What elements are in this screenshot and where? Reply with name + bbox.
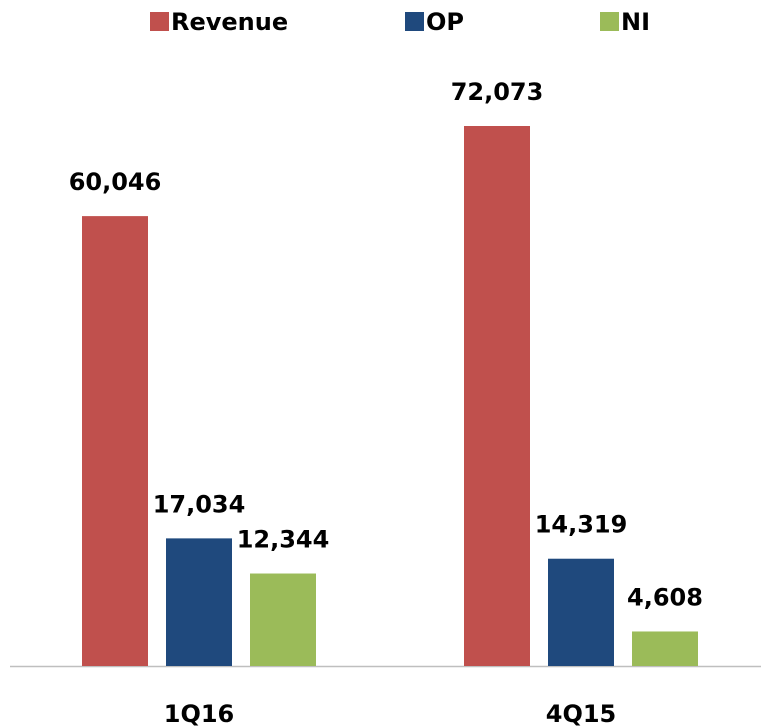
data-label: 72,073 xyxy=(451,78,544,106)
x-tick-label: 1Q16 xyxy=(164,700,235,728)
data-label: 17,034 xyxy=(153,490,246,518)
legend-swatch xyxy=(150,12,169,31)
legend-label: OP xyxy=(426,8,464,36)
legend-label: Revenue xyxy=(171,8,288,36)
x-tick-label: 4Q15 xyxy=(546,700,617,728)
data-label: 60,046 xyxy=(69,168,162,196)
bar xyxy=(166,538,232,666)
bar xyxy=(548,558,614,666)
legend-swatch xyxy=(600,12,619,31)
bar xyxy=(464,126,530,666)
bar xyxy=(632,631,698,666)
data-label: 4,608 xyxy=(627,583,703,611)
data-label: 14,319 xyxy=(535,511,628,539)
bar xyxy=(82,216,148,666)
legend-label: NI xyxy=(621,8,650,36)
data-label: 12,344 xyxy=(237,526,330,554)
bar xyxy=(250,573,316,666)
legend-swatch xyxy=(405,12,424,31)
